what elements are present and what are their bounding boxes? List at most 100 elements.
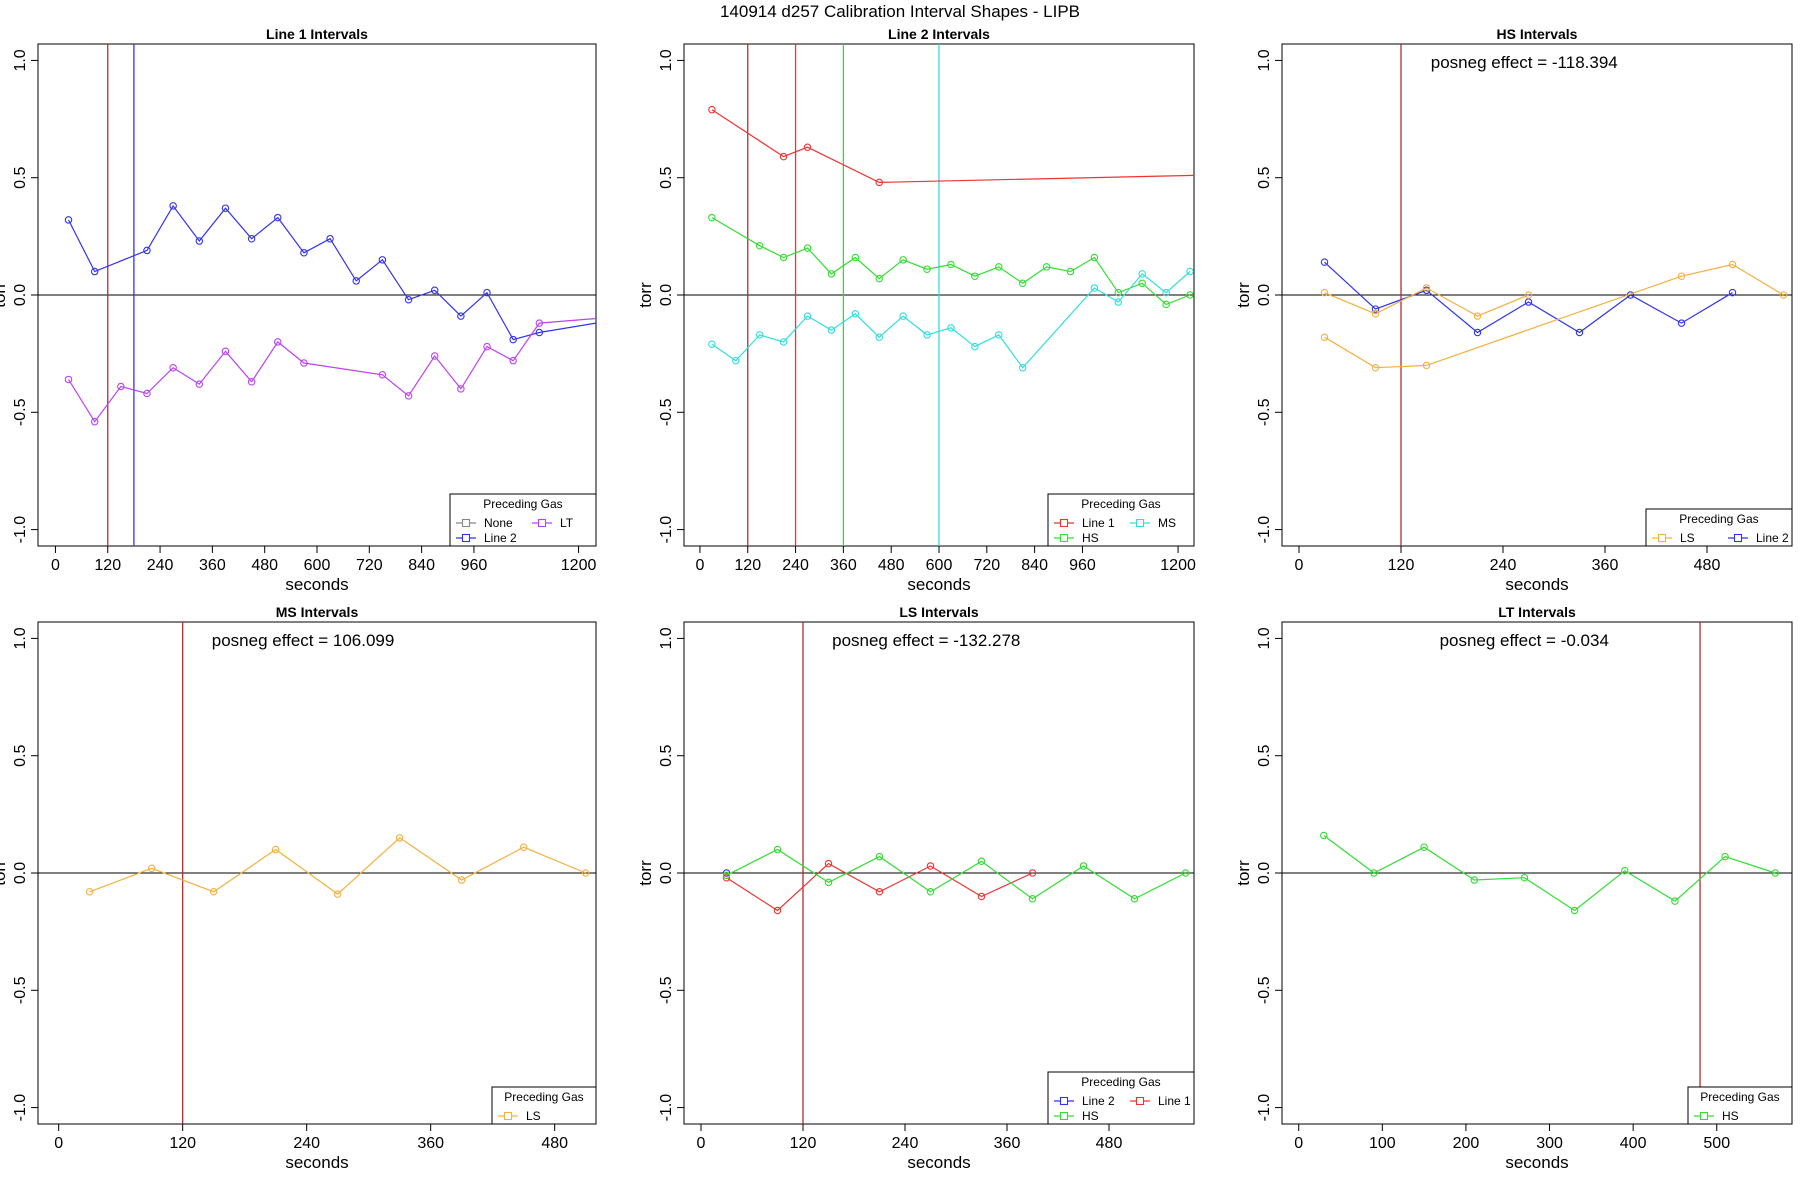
data-point (1018, 363, 1027, 372)
data-point (971, 342, 979, 351)
data-point (1320, 258, 1329, 266)
data-point (1671, 897, 1679, 905)
series-line (1324, 261, 1733, 334)
legend-label: Line 1 (1158, 1094, 1191, 1108)
y-tick-label: 1.0 (12, 627, 29, 649)
figure-title: 140914 d257 Calibration Interval Shapes … (719, 2, 1081, 21)
data-point (722, 873, 731, 882)
data-point (827, 326, 836, 334)
data-point (1371, 310, 1380, 318)
data-point (947, 260, 955, 269)
x-tick-label: 240 (782, 557, 809, 574)
data-point (1728, 288, 1737, 297)
data-point (90, 417, 99, 426)
series-line (711, 271, 1191, 369)
x-tick-label: 120 (1388, 557, 1415, 574)
x-tick-label: 240 (293, 1135, 320, 1152)
data-point (971, 272, 979, 280)
chart-panel: Line 1 Intervals 0 120 240 360 480 600 720 840 96… (0, 26, 597, 594)
y-tick-label: -0.5 (658, 976, 675, 1004)
y-tick-label: 0.0 (1256, 284, 1273, 306)
chart-title: Line 2 Intervals (888, 26, 990, 42)
chart-title: LT Intervals (1498, 604, 1576, 620)
data-point (875, 274, 883, 283)
data-point (209, 888, 218, 896)
data-point (509, 335, 517, 344)
data-point (1028, 869, 1037, 877)
legend-box (1047, 1071, 1195, 1125)
y-tick-label: 0.5 (12, 166, 29, 188)
y-tick-label: -1.0 (12, 1094, 29, 1122)
data-point (1028, 895, 1037, 903)
series-line (1323, 835, 1776, 912)
legend-label: Line 2 (1756, 531, 1789, 545)
data-point (977, 857, 986, 866)
series-line (711, 109, 1194, 184)
legend-title: Preceding Gas (483, 497, 562, 511)
data-point (247, 234, 256, 243)
series-line (67, 204, 596, 341)
data-point (430, 352, 439, 360)
data-point (221, 347, 230, 356)
posneg-annotation: posneg effect = -118.394 (1431, 53, 1618, 72)
y-axis-label: torr (636, 860, 655, 886)
data-point (1371, 305, 1380, 313)
legend-marker (1059, 1111, 1069, 1121)
data-point (995, 263, 1003, 271)
plot-area (85, 622, 590, 1124)
legend: Preceding Gas LS (491, 1086, 597, 1125)
legend-marker (537, 518, 547, 528)
data-point (923, 265, 931, 273)
data-point (300, 359, 308, 367)
data-point (143, 246, 151, 255)
legend-label: HS (1082, 531, 1099, 545)
y-tick-label: 0.0 (12, 862, 29, 884)
data-point (773, 845, 782, 854)
data-point (1320, 831, 1328, 840)
data-point (977, 892, 986, 901)
data-point (1524, 298, 1533, 306)
x-tick-label: 300 (1536, 1135, 1563, 1152)
x-tick-label: 400 (1620, 1135, 1647, 1152)
x-tick-label: 720 (356, 557, 383, 574)
x-axis-label: seconds (1505, 575, 1568, 594)
data-point (926, 888, 935, 896)
x-tick-label: 480 (878, 557, 905, 574)
y-tick-label: 1.0 (1256, 627, 1273, 649)
plot-area (722, 622, 1190, 1124)
chart-panel: HS Intervals 0 120 240 360 480 -1.0 -0.5 0.0 0.5 1… (1234, 26, 1793, 594)
legend: Preceding Gas HS (1687, 1086, 1793, 1125)
data-point (143, 389, 151, 398)
data-point (169, 202, 177, 210)
series-line (89, 837, 586, 895)
x-tick-label: 600 (304, 557, 331, 574)
data-point (1162, 300, 1170, 309)
legend-marker (1135, 1096, 1145, 1106)
data-point (1520, 873, 1529, 882)
legend: Preceding Gas LS Line 2 (1645, 508, 1793, 547)
data-point (1470, 876, 1479, 884)
data-point (1066, 267, 1075, 276)
data-point (803, 312, 812, 320)
y-tick-label: 1.0 (658, 49, 675, 71)
data-point (1779, 291, 1788, 299)
legend-label: HS (1082, 1109, 1099, 1123)
y-tick-label: 0.5 (658, 744, 675, 766)
y-tick-label: -0.5 (12, 398, 29, 426)
legend-marker (1733, 533, 1743, 543)
y-tick-label: 1.0 (658, 627, 675, 649)
y-tick-label: -1.0 (658, 1094, 675, 1122)
data-point (457, 385, 465, 393)
legend-label: None (484, 516, 513, 530)
x-tick-label: 360 (1592, 557, 1619, 574)
data-point (708, 213, 716, 222)
y-tick-label: -1.0 (1256, 1094, 1273, 1122)
data-point (875, 178, 883, 187)
y-tick-label: -0.5 (1256, 976, 1273, 1004)
x-tick-label: 100 (1369, 1135, 1396, 1152)
data-point (1575, 328, 1584, 337)
data-point (708, 105, 716, 114)
data-point (352, 277, 360, 285)
y-tick-label: 0.5 (658, 166, 675, 188)
data-point (1473, 328, 1482, 337)
